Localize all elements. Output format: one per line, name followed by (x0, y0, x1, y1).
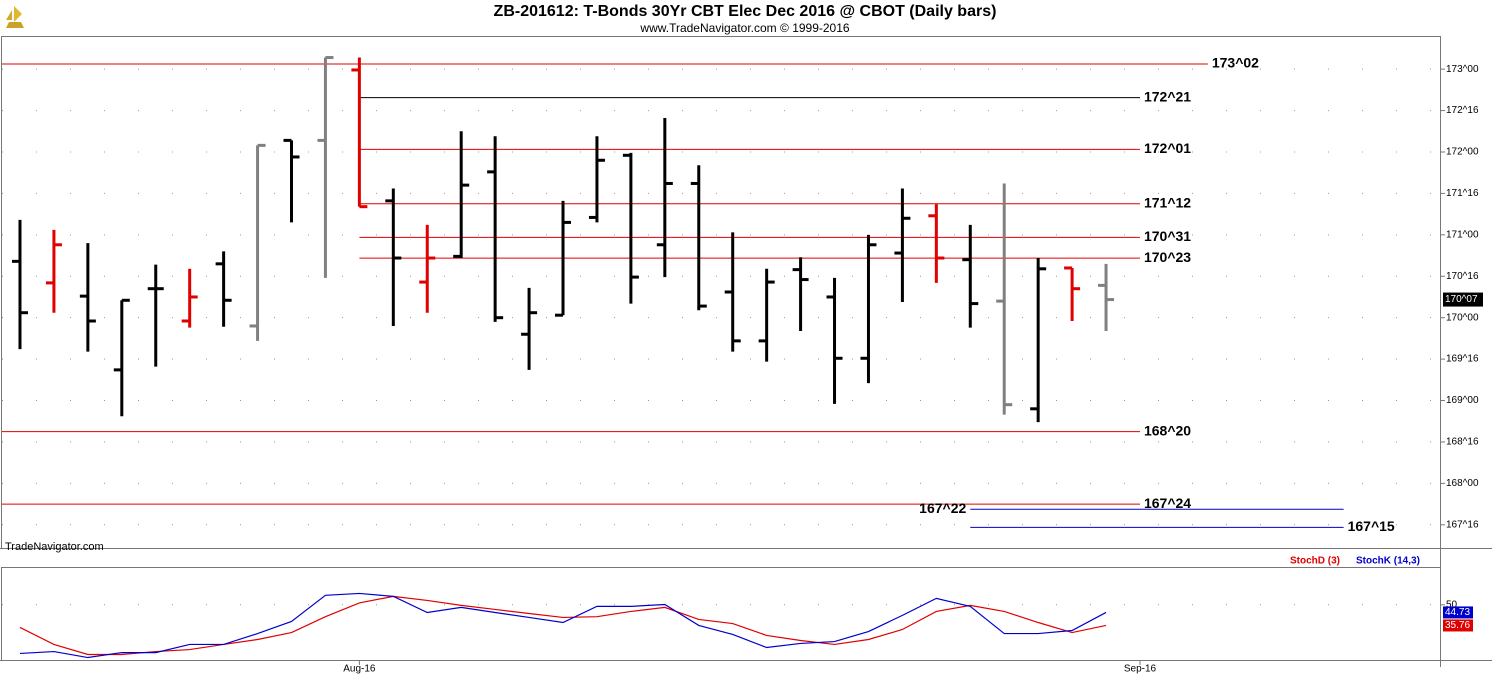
last-price-label: 170^07 (1445, 294, 1478, 305)
y-tick-label: 172^00 (1446, 147, 1479, 158)
y-tick-label: 170^00 (1446, 312, 1479, 323)
last-value-box (1443, 619, 1473, 632)
logo (6, 6, 24, 28)
y-tick-label: 168^16 (1446, 437, 1479, 448)
y-tick-label: 169^00 (1446, 395, 1479, 406)
legend-entry: StochD (3) (1290, 556, 1340, 567)
y-tick-label: 171^00 (1446, 229, 1479, 240)
x-tick-label: Aug-16 (343, 664, 376, 675)
level-label: 167^22 (919, 500, 966, 516)
last-price-box (1443, 292, 1483, 307)
y-tick-label: 172^16 (1446, 105, 1479, 116)
level-label: 170^31 (1144, 228, 1191, 244)
y-tick-label: 167^16 (1446, 519, 1479, 530)
level-label: 172^21 (1144, 88, 1191, 104)
level-label: 171^12 (1144, 194, 1191, 210)
x-tick-label: Sep-16 (1124, 664, 1157, 675)
y-tick-label: 170^16 (1446, 271, 1479, 282)
y-tick-label: 169^16 (1446, 354, 1479, 365)
level-label: 167^15 (1348, 518, 1395, 534)
level-label: 170^23 (1144, 249, 1191, 265)
y-tick-label: 50 (1446, 599, 1458, 610)
level-label: 173^02 (1212, 55, 1259, 71)
chart-subtitle: www.TradeNavigator.com © 1999-2016 (639, 21, 849, 35)
last-value-box (1443, 606, 1473, 619)
last-value-label: 35.76 (1445, 620, 1470, 631)
legend-entry: StochK (14,3) (1356, 556, 1420, 567)
stoch-line (19, 592, 1107, 659)
level-label: 167^24 (1144, 495, 1191, 511)
y-tick-label: 168^00 (1446, 478, 1479, 489)
level-label: 168^20 (1144, 422, 1191, 438)
chart-title: ZB-201612: T-Bonds 30Yr CBT Elec Dec 201… (494, 3, 997, 20)
y-tick-label: 171^16 (1446, 188, 1479, 199)
watermark: TradeNavigator.com (5, 541, 104, 553)
stoch-line (19, 595, 1107, 656)
level-label: 172^01 (1144, 140, 1191, 156)
y-tick-label: 173^00 (1446, 64, 1479, 75)
last-value-label: 44.73 (1445, 607, 1470, 618)
